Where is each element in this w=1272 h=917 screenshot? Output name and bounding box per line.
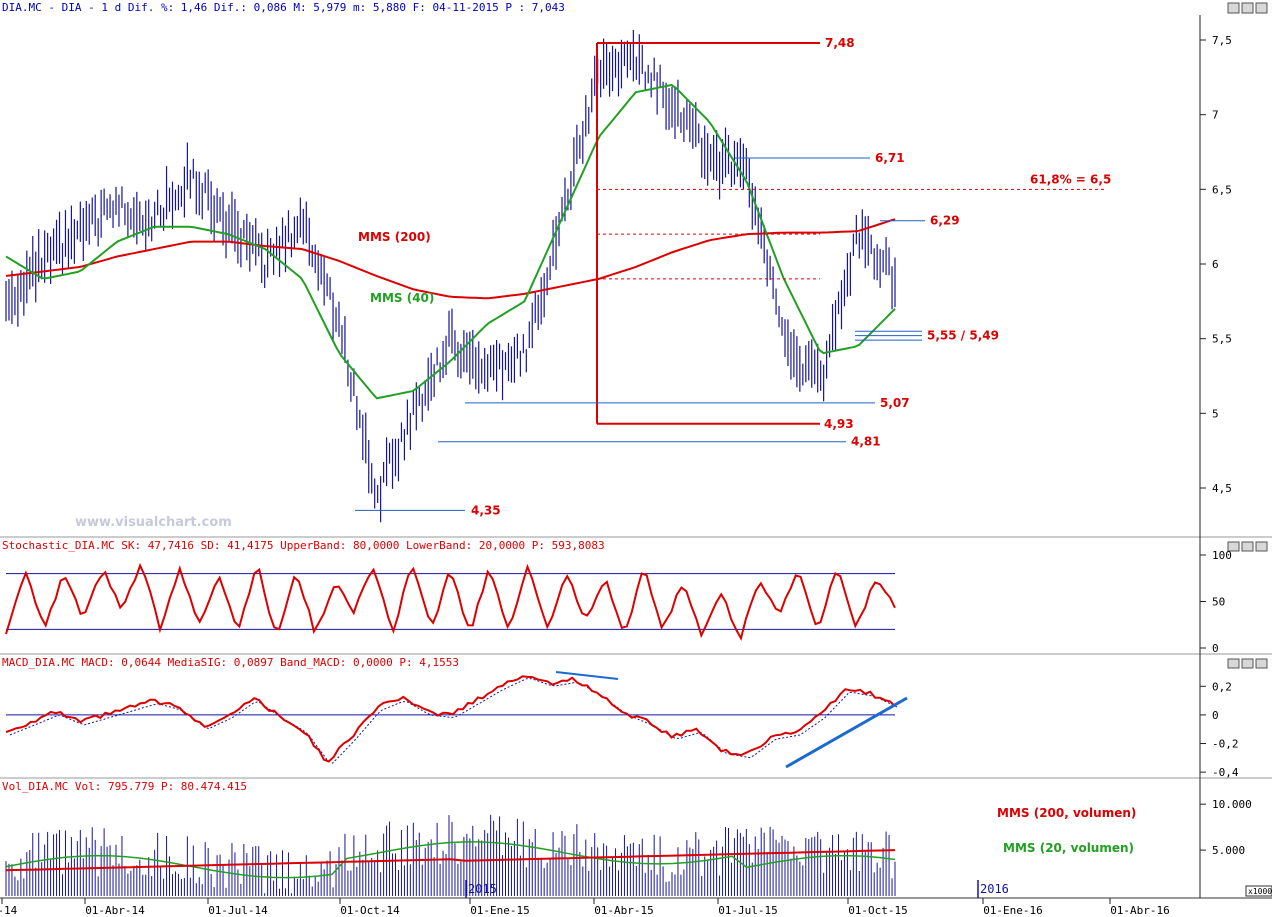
stochastic-panel: Stochastic_DIA.MC SK: 47,7416 SD: 41,417…: [2, 539, 1268, 655]
panel-header: Stochastic_DIA.MC SK: 47,7416 SD: 41,417…: [2, 539, 605, 552]
y-tick-label: 0: [1212, 642, 1219, 655]
level-label: 6,29: [930, 214, 960, 228]
x-tick-label: e-14: [0, 904, 18, 917]
x-tick-label: 01-Jul-15: [718, 904, 778, 917]
y-tick-label: 50: [1212, 596, 1225, 609]
panel-control-icon[interactable]: [1227, 541, 1240, 552]
stochastic-line: [5, 562, 896, 641]
title-bar: [0, 0, 1272, 15]
macd-line: [5, 675, 896, 763]
y-tick-label: 5: [1212, 407, 1219, 420]
level-label: 5,55 / 5,49: [927, 329, 999, 343]
scale-badge: [1245, 885, 1272, 897]
moving-average-line: [5, 83, 896, 400]
x-tick-label: 01-Ene-16: [983, 904, 1043, 917]
window-controls[interactable]: [1227, 2, 1268, 14]
y-tick-label: 5.000: [1212, 844, 1245, 857]
series-label: MMS (200, volumen): [997, 806, 1136, 820]
level-label: 7,48: [825, 36, 855, 50]
support-trendline: [785, 696, 908, 769]
panel-control-icon[interactable]: [1255, 541, 1268, 552]
y-tick-label: 6,5: [1212, 183, 1232, 196]
x-tick-label: 01-Ene-15: [470, 904, 530, 917]
y-tick-label: 7,5: [1212, 34, 1232, 47]
y-tick-label: 10.000: [1212, 798, 1252, 811]
year-label: 2015: [468, 882, 497, 896]
x-axis: e-14 01-Abr-14 01-Jul-14 01-Oct-14 01-Ene-15…: [0, 880, 1170, 917]
macd-signal-line: [9, 678, 900, 764]
year-label: 2016: [980, 882, 1009, 896]
watermark: www.visualchart.com: [75, 515, 232, 530]
price-header: DIA.MC - DIA - 1 d Dif. %: 1,46 Dif.: 0,…: [2, 1, 565, 14]
y-tick-label: 100: [1212, 549, 1232, 562]
price-panel: 7,5 7 6,5 6 5,5 5 4,5 MMS (200) MMS (40) 7,48 6,71…: [5, 29, 1232, 523]
panel-control-icon[interactable]: [1241, 658, 1254, 669]
x-tick-label: 01-Abr-15: [594, 904, 654, 917]
minimize-icon[interactable]: [1227, 2, 1240, 14]
y-tick-label: -0,4: [1212, 766, 1239, 779]
x-tick-label: 01-Abr-16: [1110, 904, 1170, 917]
volume-ma20-line: [5, 841, 896, 879]
level-label: 4,81: [851, 435, 881, 449]
series-label: MMS (200): [358, 230, 431, 244]
y-tick-label: 0,2: [1212, 680, 1232, 693]
volume-panel: Vol_DIA.MC Vol: 795.779 P: 80.474.415 10.…: [2, 780, 1272, 897]
y-tick-label: 4,5: [1212, 482, 1232, 495]
level-label: 6,71: [875, 151, 905, 165]
panel-control-icon[interactable]: [1227, 658, 1240, 669]
price-bars: [5, 29, 896, 523]
level-label: 4,35: [471, 503, 501, 517]
close-icon[interactable]: [1255, 2, 1268, 14]
divergence-trendline: [555, 671, 619, 680]
volume-bars: [5, 814, 896, 896]
series-label: MMS (20, volumen): [1003, 841, 1134, 855]
y-tick-label: 7: [1212, 109, 1219, 122]
series-label: MMS (40): [370, 291, 434, 305]
scale-label: x1000: [1248, 887, 1272, 896]
panel-header: Vol_DIA.MC Vol: 795.779 P: 80.474.415: [2, 780, 247, 793]
y-tick-label: 6: [1212, 258, 1219, 271]
panel-control-icon[interactable]: [1255, 658, 1268, 669]
x-tick-label: 01-Jul-14: [208, 904, 268, 917]
x-tick-label: 01-Abr-14: [85, 904, 145, 917]
level-label: 61,8% = 6,5: [1030, 172, 1111, 186]
level-label: 4,93: [824, 417, 854, 431]
volume-ma200-line: [5, 849, 896, 872]
level-label: 5,07: [880, 396, 910, 410]
macd-panel: MACD_DIA.MC MACD: 0,0644 MediaSIG: 0,089…: [2, 656, 1268, 779]
x-tick-label: 01-Oct-15: [848, 904, 908, 917]
x-tick-label: 01-Oct-14: [340, 904, 400, 917]
maximize-icon[interactable]: [1241, 2, 1254, 14]
moving-average-line: [5, 218, 896, 300]
y-tick-label: 0: [1212, 709, 1219, 722]
panel-control-icon[interactable]: [1241, 541, 1254, 552]
panel-header: MACD_DIA.MC MACD: 0,0644 MediaSIG: 0,089…: [2, 656, 459, 669]
y-tick-label: 5,5: [1212, 333, 1232, 346]
y-tick-label: -0,2: [1212, 738, 1239, 751]
